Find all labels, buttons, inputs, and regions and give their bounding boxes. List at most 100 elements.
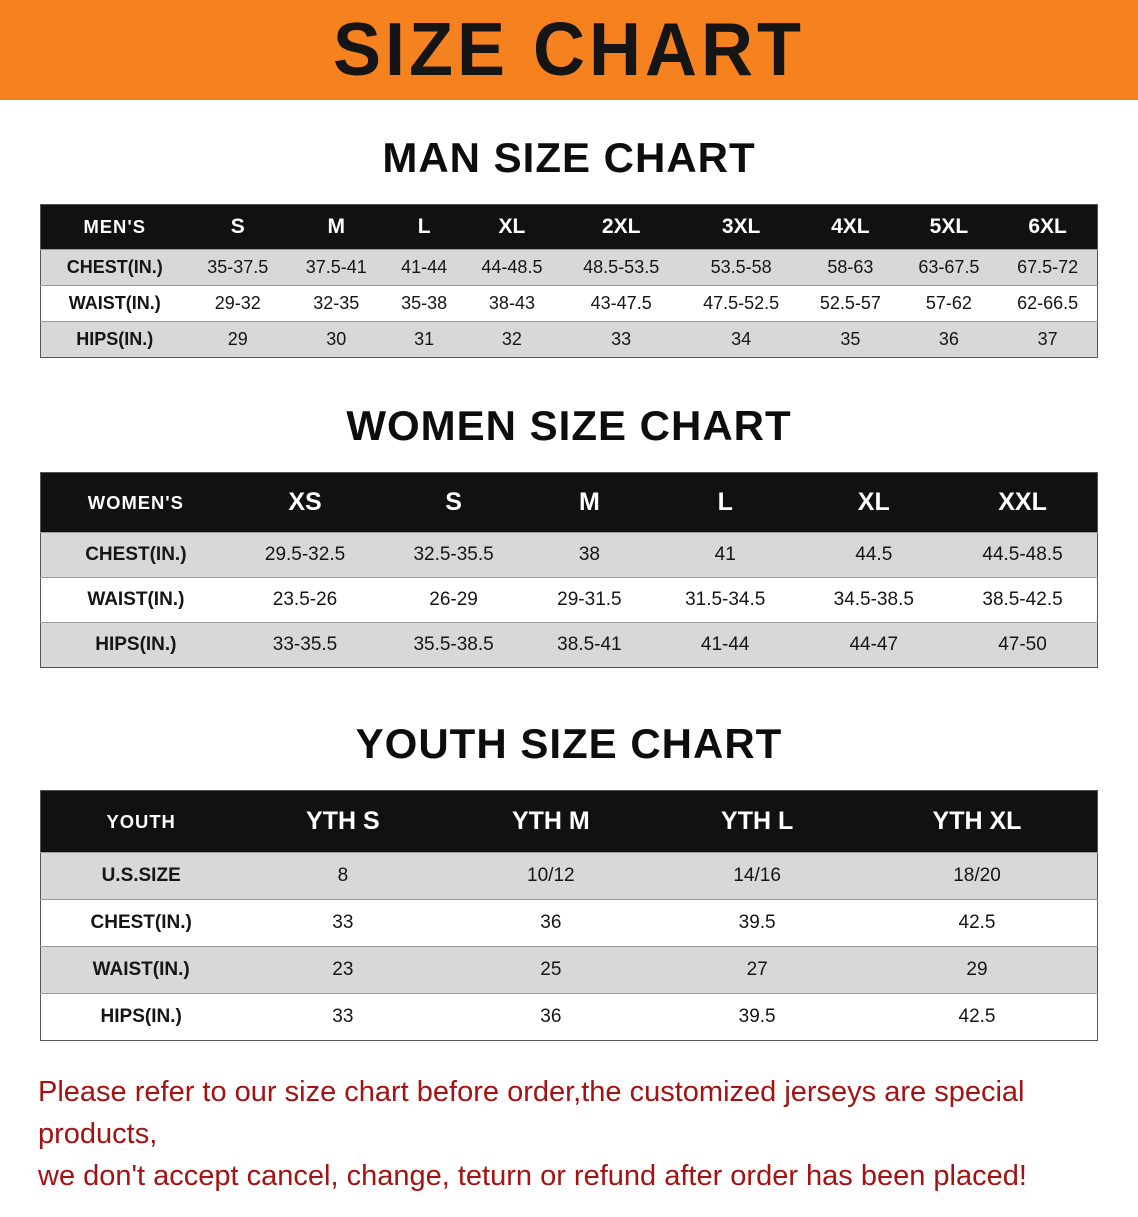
size-column-header: S (188, 204, 288, 250)
size-value: 23 (332, 959, 354, 980)
size-value: 53.5-58 (710, 257, 772, 277)
size-value: 36 (938, 329, 959, 349)
size-value: 42.5 (958, 912, 996, 933)
size-column-header: 2XL (561, 204, 682, 250)
size-value: 33-35.5 (272, 634, 338, 655)
size-value: 36 (540, 1006, 562, 1027)
size-value: 29 (227, 329, 248, 349)
size-value: 38.5-41 (557, 634, 622, 655)
men-section-heading: MAN SIZE CHART (382, 134, 756, 181)
size-value: 35.5-38.5 (413, 634, 494, 655)
row-label: HIPS(IN.) (100, 1006, 182, 1027)
size-value: 63-67.5 (918, 257, 980, 277)
notice-line-2: we don't accept cancel, change, teturn o… (38, 1160, 1027, 1193)
size-value: 48.5-53.5 (583, 257, 660, 277)
row-label: WAIST(IN.) (68, 293, 161, 313)
size-column-header: 3XL (681, 204, 802, 250)
row-label: CHEST(IN.) (66, 257, 163, 277)
size-column-header: XXL (948, 472, 1098, 533)
order-notice: Please refer to our size chart before or… (38, 1071, 1100, 1197)
size-value: 41-44 (700, 634, 750, 655)
banner: SIZE CHART (0, 0, 1138, 100)
size-value: 34.5-38.5 (833, 589, 914, 610)
size-value: 29-31.5 (557, 589, 622, 610)
size-value: 29 (966, 959, 988, 980)
size-value: 41-44 (401, 257, 448, 277)
size-value: 32-35 (313, 293, 360, 313)
size-column-header: L (650, 472, 800, 533)
size-value: 37.5-41 (305, 257, 367, 277)
women-size-table: WOMEN'S XS S M L XL XXL CHEST(IN.) 29.5-32.5 32.5… (40, 472, 1098, 668)
size-value: 39.5 (738, 912, 776, 933)
size-value: 29-32 (214, 293, 261, 313)
size-column-header: XS (230, 472, 380, 533)
women-section-heading: WOMEN SIZE CHART (346, 402, 792, 449)
table-row: HIPS(IN.) 29 30 31 32 33 34 35 36 37 (40, 321, 1098, 358)
size-value: 33 (332, 1006, 354, 1027)
size-value: 25 (540, 959, 562, 980)
row-label: HIPS(IN.) (95, 634, 177, 655)
size-value: 44-48.5 (481, 257, 543, 277)
size-column-header: M (527, 472, 651, 533)
size-column-header: 4XL (801, 204, 900, 250)
size-value: 31.5-34.5 (685, 589, 766, 610)
table-row: HIPS(IN.) 33 36 39.5 42.5 (40, 993, 1098, 1041)
size-value: 37 (1037, 329, 1058, 349)
size-value: 30 (326, 329, 347, 349)
size-value: 35-38 (401, 293, 448, 313)
men-size-section: MAN SIZE CHART MEN'S S M L XL 2XL 3XL 4XL 5XL 6XL… (0, 134, 1138, 358)
row-label: CHEST(IN.) (85, 544, 187, 565)
table-header-row: YOUTH YTH S YTH M YTH L YTH XL (40, 790, 1098, 853)
row-label: HIPS(IN.) (76, 329, 154, 349)
youth-section-heading: YOUTH SIZE CHART (355, 720, 783, 767)
size-column-header: 5XL (899, 204, 999, 250)
youth-size-table: YOUTH YTH S YTH M YTH L YTH XL U.S.SIZE 8 10/12… (40, 790, 1098, 1041)
size-value: 10/12 (527, 865, 575, 886)
size-value: 58-63 (827, 257, 874, 277)
size-value: 47-50 (998, 634, 1047, 655)
size-value: 36 (540, 912, 562, 933)
size-value: 44.5 (855, 544, 893, 565)
size-value: 35 (840, 329, 861, 349)
row-label: U.S.SIZE (101, 865, 181, 886)
size-value: 57-62 (925, 293, 972, 313)
size-value: 38 (578, 544, 600, 565)
size-value: 44-47 (849, 634, 899, 655)
size-column-header: M (287, 204, 386, 250)
size-value: 39.5 (738, 1006, 776, 1027)
size-value: 32 (501, 329, 522, 349)
table-title-cell: WOMEN'S (40, 472, 231, 533)
table-row: WAIST(IN.) 29-32 32-35 35-38 38-43 43-47.5 47.… (40, 285, 1098, 322)
size-value: 42.5 (958, 1006, 996, 1027)
size-value: 8 (337, 865, 349, 886)
row-label: CHEST(IN.) (90, 912, 192, 933)
size-column-header: S (379, 472, 528, 533)
table-row: HIPS(IN.) 33-35.5 35.5-38.5 38.5-41 41-44 44-… (40, 622, 1098, 668)
size-value: 31 (414, 329, 435, 349)
table-header-row: MEN'S S M L XL 2XL 3XL 4XL 5XL 6XL (40, 204, 1098, 250)
page-title: SIZE CHART (333, 8, 805, 93)
table-title-cell: YOUTH (40, 790, 242, 853)
size-value: 27 (746, 959, 768, 980)
table-row: CHEST(IN.) 33 36 39.5 42.5 (40, 899, 1098, 947)
size-value: 52.5-57 (819, 293, 881, 313)
row-label: WAIST(IN.) (92, 959, 190, 980)
table-row: CHEST(IN.) 35-37.5 37.5-41 41-44 44-48.5 48.5… (40, 249, 1098, 286)
table-row: U.S.SIZE 8 10/12 14/16 18/20 (40, 852, 1098, 900)
table-row: WAIST(IN.) 23.5-26 26-29 29-31.5 31.5-34.5 34… (40, 577, 1098, 623)
size-value: 26-29 (429, 589, 478, 610)
table-title-cell: MEN'S (40, 204, 189, 250)
table-row: WAIST(IN.) 23 25 27 29 (40, 946, 1098, 994)
men-size-table: MEN'S S M L XL 2XL 3XL 4XL 5XL 6XL CHEST(IN.) 35-37… (40, 204, 1098, 358)
size-value: 38.5-42.5 (982, 589, 1063, 610)
table-row: CHEST(IN.) 29.5-32.5 32.5-35.5 38 41 44.5 44.5… (40, 532, 1098, 578)
size-value: 44.5-48.5 (982, 544, 1063, 565)
size-value: 18/20 (953, 865, 1001, 886)
size-column-header: YTH L (657, 790, 857, 853)
size-column-header: YTH XL (857, 790, 1098, 853)
women-size-section: WOMEN SIZE CHART WOMEN'S XS S M L XL XXL CHEST(… (0, 402, 1138, 668)
size-column-header: 6XL (998, 204, 1098, 250)
size-value: 62-66.5 (1017, 293, 1079, 313)
size-column-header: XL (799, 472, 949, 533)
